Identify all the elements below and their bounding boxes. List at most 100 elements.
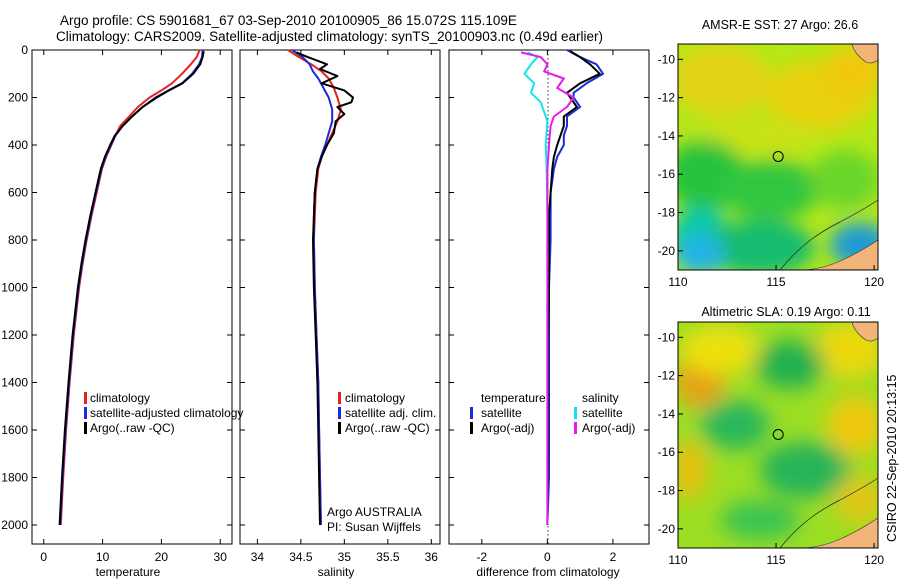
legend-swatch-argo — [84, 422, 87, 434]
x-tick-label: 34 — [251, 550, 265, 564]
map-y-tick-label: -14 — [658, 129, 676, 143]
y-tick-label: 2000 — [1, 518, 28, 532]
x-tick-label: -2 — [476, 550, 487, 564]
series-line-temperature-satellite — [546, 49, 605, 526]
map-y-tick-label: -18 — [658, 206, 676, 220]
map-y-tick-label: -16 — [658, 445, 676, 459]
sst-heatmap-field — [678, 44, 878, 270]
x-tick-label: 2 — [610, 550, 617, 564]
x-tick-label: 35 — [338, 550, 352, 564]
difference-yticks-inner — [449, 49, 649, 526]
sst-map-frame — [677, 43, 879, 271]
map-y-tick-label: -14 — [658, 407, 676, 421]
y-tick-label: 1200 — [1, 328, 28, 342]
depth-contour — [779, 199, 878, 270]
map-y-tick-label: -20 — [658, 244, 676, 258]
legend-header-salinity: salinity — [582, 391, 619, 405]
sla-map-xticks: 110 115 120 — [668, 543, 884, 567]
x-tick-label: 30 — [214, 550, 228, 564]
map-y-tick-label: -12 — [658, 91, 676, 105]
credit-timestamp: CSIRO 22-Sep-2010 20:13:15 — [885, 374, 899, 542]
difference-series — [520, 49, 605, 526]
legend-swatch-satellite-adjusted — [84, 407, 87, 419]
y-tick-label: 800 — [8, 233, 28, 247]
sst-map-yticks: -10 -12 -14 -16 -18 -20 — [658, 52, 683, 258]
figure-title-line2: Climatology: CARS2009. Satellite-adjuste… — [56, 29, 603, 44]
legend-swatch-argo — [338, 422, 341, 434]
y-tick-label: 1600 — [1, 423, 28, 437]
map-x-tick-label: 110 — [668, 553, 687, 567]
sst-map-xticks: 110 115 120 — [668, 265, 884, 289]
annotation-float-program: Argo AUSTRALIA — [327, 505, 422, 519]
map-x-tick-label: 110 — [668, 275, 687, 289]
temperature-xlabel: temperature — [96, 565, 161, 579]
difference-xticks: -2 0 2 — [476, 50, 617, 564]
series-line-temperature-argo-adj- — [546, 50, 601, 526]
series-line-salinity-satellite — [523, 51, 549, 525]
salinity-legend: climatology satellite adj. clim. Argo(..… — [338, 391, 436, 435]
series-line-climatology — [59, 49, 201, 526]
map-y-tick-label: -10 — [658, 330, 676, 344]
depth-contour — [779, 477, 878, 548]
legend-swatch-temp-argo — [470, 422, 473, 434]
temperature-legend: climatology satellite-adjusted climatolo… — [84, 391, 243, 435]
y-tick-label: 400 — [8, 138, 28, 152]
y-tick-label: 1800 — [1, 471, 28, 485]
legend-label-satellite-adj: satellite adj. clim. — [345, 406, 436, 420]
legend-label-temp-argo: Argo(-adj) — [481, 421, 534, 435]
series-line-salinity-argo-adj- — [520, 51, 575, 525]
map-x-tick-label: 115 — [766, 275, 785, 289]
legend-swatch-satellite-adj — [338, 407, 341, 419]
salinity-yticks-inner — [240, 49, 440, 526]
series-line-satellite-adjusted-climatology — [59, 49, 204, 526]
difference-axes-frame — [448, 49, 650, 545]
panel-temperature: 0 10 20 30 0 200 400 600 800 1000 1200 1400 1600 180… — [1, 43, 243, 579]
legend-label-climatology: climatology — [90, 391, 150, 405]
argo-profile-marker — [772, 151, 784, 162]
x-tick-label: 34.5 — [289, 550, 313, 564]
x-tick-label: 36 — [425, 550, 439, 564]
legend-label-argo: Argo(..raw -QC) — [345, 421, 430, 435]
x-tick-label: 35.5 — [376, 550, 400, 564]
x-tick-label: 0 — [544, 550, 551, 564]
salinity-axes-frame — [239, 49, 441, 545]
salinity-xticks: 34 34.5 35 35.5 36 — [251, 50, 439, 564]
map-y-tick-label: -16 — [658, 167, 676, 181]
difference-legend-temperature: temperature satellite Argo(-adj) — [470, 391, 546, 435]
series-line-argo-raw-qc- — [296, 51, 354, 526]
map-y-tick-label: -18 — [658, 484, 676, 498]
panel-sst-map: AMSR-E SST: 27 Argo: 26.6 110 115 120 — [658, 18, 885, 289]
argo-profile-marker — [772, 429, 784, 440]
legend-swatch-sal-argo — [574, 422, 577, 434]
legend-swatch-temp-satellite — [470, 407, 473, 419]
legend-label-sal-argo: Argo(-adj) — [582, 421, 635, 435]
legend-label-sal-satellite: satellite — [582, 406, 623, 420]
y-tick-label: 1400 — [1, 376, 28, 390]
salinity-xlabel: salinity — [318, 565, 355, 579]
difference-legend-salinity: salinity satellite Argo(-adj) — [574, 391, 635, 435]
legend-swatch-climatology — [84, 392, 87, 404]
temperature-axes-frame — [31, 49, 233, 545]
map-y-tick-label: -10 — [658, 52, 676, 66]
series-line-satellite-adj-clim- — [291, 49, 334, 526]
legend-label-satellite-adjusted: satellite-adjusted climatology — [90, 406, 243, 420]
legend-swatch-sal-satellite — [574, 407, 577, 419]
legend-label-argo: Argo(..raw -QC) — [90, 421, 175, 435]
map-y-tick-label: -12 — [658, 369, 676, 383]
legend-header-temperature: temperature — [481, 391, 546, 405]
temperature-yticks: 0 200 400 600 800 1000 1200 1400 1600 1800 2000 — [1, 43, 232, 532]
map-x-tick-label: 120 — [864, 553, 884, 567]
salinity-series — [287, 49, 354, 526]
sla-heatmap-field — [678, 322, 878, 548]
panel-sla-map: Altimetric SLA: 0.19 Argo: 0.11 110 115 12… — [658, 305, 885, 567]
panel-salinity: 34 34.5 35 35.5 36 salinity climatology sate… — [239, 49, 441, 579]
y-tick-label: 0 — [21, 43, 28, 57]
temperature-series — [58, 49, 205, 526]
legend-label-temp-satellite: satellite — [481, 406, 522, 420]
map-x-tick-label: 115 — [766, 553, 785, 567]
x-tick-label: 10 — [96, 550, 110, 564]
temperature-xticks: 0 10 20 30 — [40, 50, 227, 564]
difference-xlabel: difference from climatology — [476, 565, 619, 579]
sla-map-yticks: -10 -12 -14 -16 -18 -20 — [658, 330, 683, 536]
